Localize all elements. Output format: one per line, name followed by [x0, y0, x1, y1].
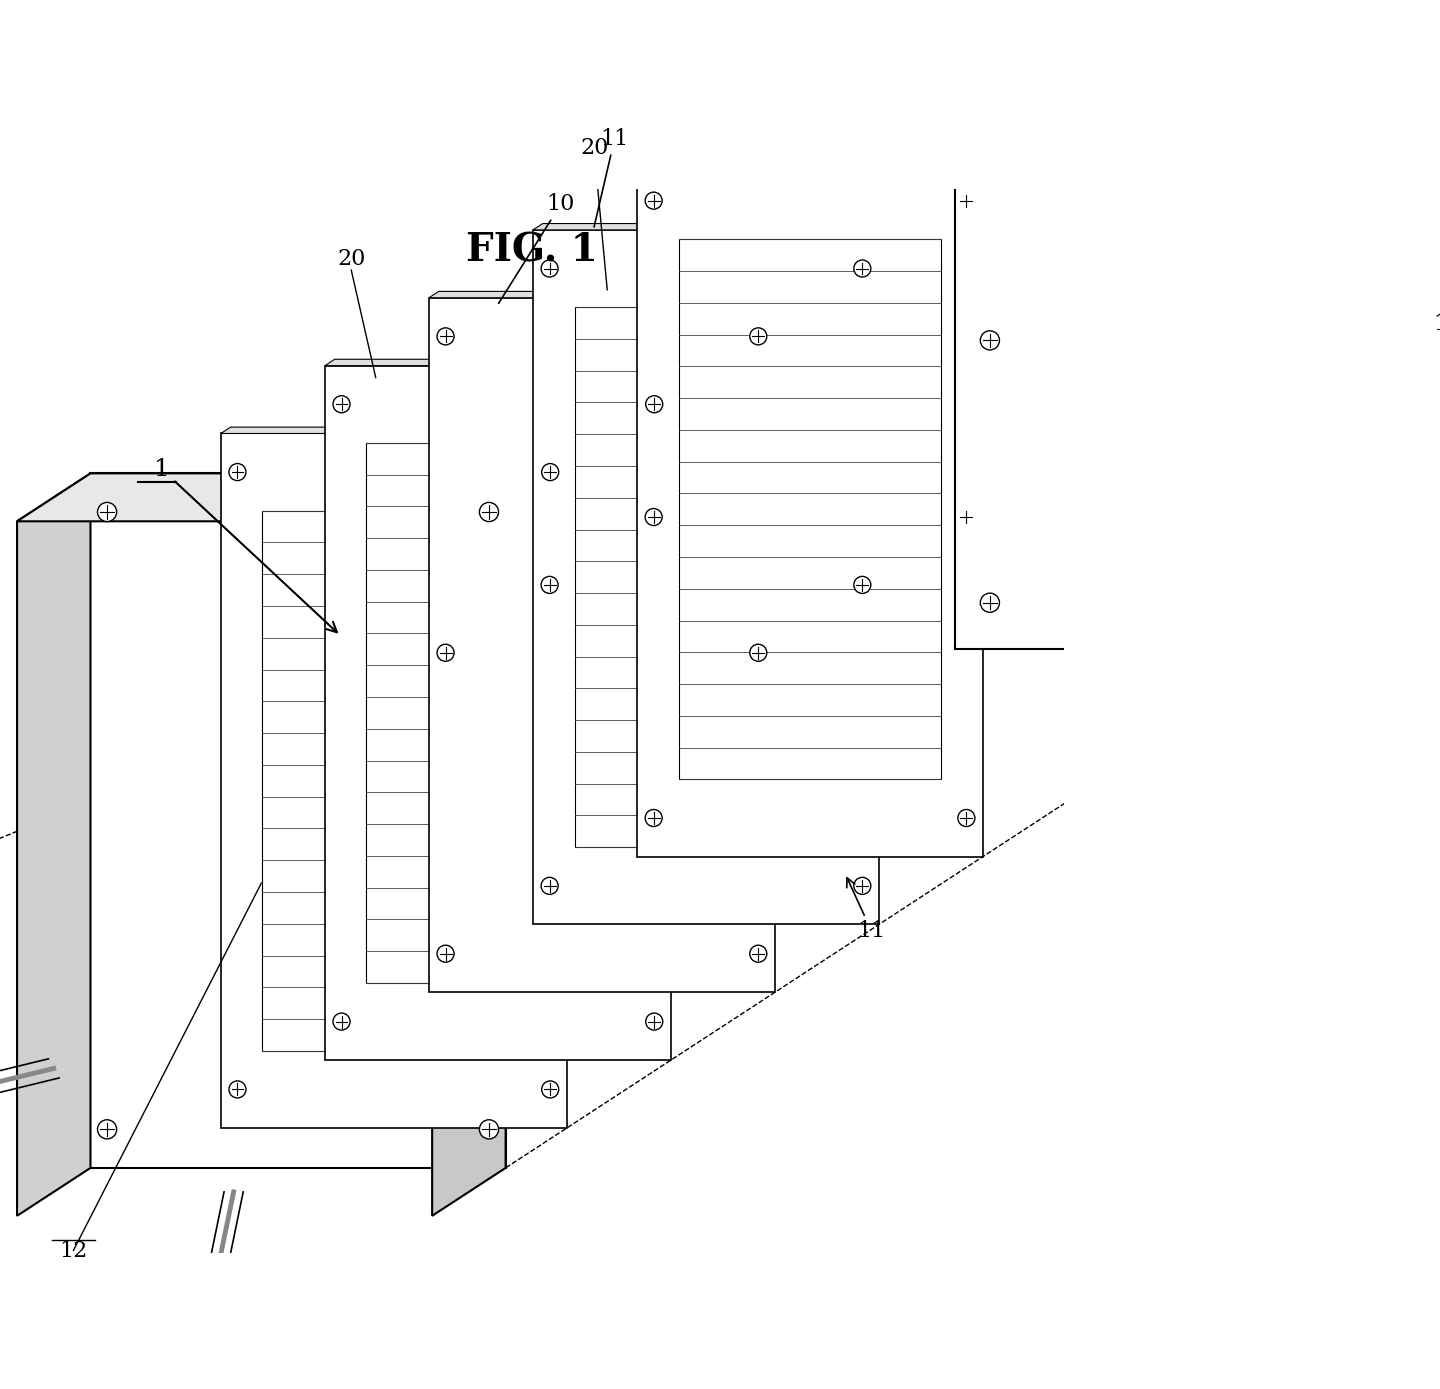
Text: 12: 12 [59, 1240, 88, 1261]
Circle shape [436, 945, 454, 963]
Polygon shape [636, 156, 992, 163]
Circle shape [333, 396, 350, 413]
Circle shape [645, 396, 662, 413]
Circle shape [750, 945, 766, 963]
Circle shape [958, 508, 975, 525]
Circle shape [541, 878, 559, 895]
Polygon shape [366, 443, 629, 983]
Circle shape [229, 1081, 246, 1097]
Polygon shape [955, 0, 1302, 649]
Circle shape [958, 810, 975, 826]
Circle shape [750, 328, 766, 344]
Polygon shape [432, 474, 505, 1215]
Polygon shape [533, 231, 878, 925]
Text: 11: 11 [847, 878, 886, 943]
Circle shape [480, 503, 498, 522]
Polygon shape [325, 365, 671, 1060]
Text: FIG. 1: FIG. 1 [467, 231, 598, 269]
Circle shape [645, 508, 662, 525]
Polygon shape [1302, 0, 1308, 649]
Circle shape [854, 576, 871, 593]
Polygon shape [220, 433, 567, 1128]
Polygon shape [636, 163, 984, 857]
Polygon shape [429, 292, 785, 297]
Circle shape [541, 260, 559, 276]
Polygon shape [91, 474, 505, 1168]
Circle shape [645, 810, 662, 826]
Polygon shape [262, 511, 526, 1051]
Circle shape [541, 576, 559, 593]
Circle shape [854, 260, 871, 276]
Circle shape [1257, 331, 1276, 350]
Circle shape [981, 0, 999, 10]
Circle shape [1257, 593, 1276, 613]
Polygon shape [17, 474, 505, 521]
Circle shape [645, 1013, 662, 1031]
Text: 11: 11 [595, 128, 629, 226]
Polygon shape [575, 307, 838, 847]
Text: 12: 12 [1433, 314, 1440, 335]
Circle shape [333, 1013, 350, 1031]
Circle shape [1257, 0, 1276, 10]
Text: 1: 1 [154, 458, 337, 632]
Circle shape [645, 192, 662, 210]
Circle shape [854, 878, 871, 895]
Circle shape [981, 593, 999, 613]
Circle shape [436, 644, 454, 661]
Circle shape [98, 503, 117, 522]
Circle shape [750, 644, 766, 661]
Circle shape [981, 331, 999, 350]
Polygon shape [429, 297, 775, 992]
Polygon shape [220, 426, 576, 433]
Polygon shape [678, 239, 942, 779]
Circle shape [958, 192, 975, 210]
Circle shape [436, 328, 454, 344]
Text: 20: 20 [580, 138, 609, 158]
Text: 20: 20 [337, 249, 366, 269]
Circle shape [541, 1081, 559, 1097]
Polygon shape [17, 474, 91, 1215]
Circle shape [98, 1120, 117, 1139]
Circle shape [541, 464, 559, 481]
Circle shape [229, 464, 246, 481]
Text: 10: 10 [498, 193, 575, 303]
Polygon shape [533, 224, 888, 231]
Polygon shape [325, 360, 681, 365]
Circle shape [480, 1120, 498, 1139]
